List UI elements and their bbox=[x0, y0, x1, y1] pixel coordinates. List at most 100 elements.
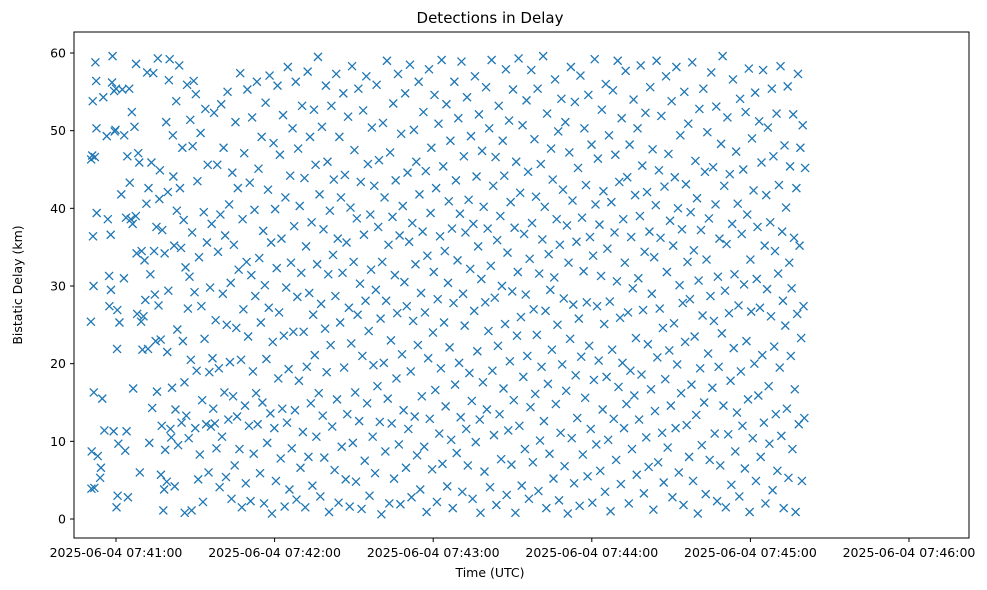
data-point bbox=[259, 499, 269, 508]
data-point bbox=[413, 340, 423, 350]
data-point bbox=[630, 190, 640, 200]
data-point bbox=[780, 140, 789, 150]
data-point bbox=[282, 418, 292, 428]
data-point bbox=[98, 92, 108, 102]
data-point bbox=[573, 163, 583, 173]
data-point bbox=[552, 320, 562, 330]
data-point bbox=[202, 238, 212, 247]
data-point bbox=[184, 433, 194, 443]
data-point bbox=[324, 507, 334, 517]
data-point bbox=[312, 259, 322, 269]
data-point bbox=[444, 196, 454, 206]
data-point bbox=[196, 301, 206, 311]
data-point bbox=[741, 107, 751, 117]
data-point bbox=[432, 497, 442, 507]
data-point bbox=[249, 449, 259, 459]
data-point bbox=[314, 388, 324, 398]
data-point bbox=[780, 321, 790, 331]
data-point bbox=[645, 82, 655, 92]
data-point bbox=[706, 67, 716, 77]
data-point bbox=[273, 373, 283, 383]
data-point bbox=[260, 280, 270, 290]
data-point bbox=[614, 382, 623, 392]
data-point bbox=[552, 214, 562, 224]
data-point bbox=[583, 90, 593, 100]
x-axis: 2025-06-04 07:41:00 2025-06-04 07:42:00 20… bbox=[50, 538, 976, 560]
data-point bbox=[425, 414, 435, 424]
data-point bbox=[291, 77, 301, 87]
data-point bbox=[587, 140, 596, 150]
data-point bbox=[187, 227, 197, 237]
data-point bbox=[156, 470, 166, 480]
data-point bbox=[375, 417, 385, 427]
data-point bbox=[570, 97, 580, 107]
data-point bbox=[134, 158, 144, 167]
data-point bbox=[611, 455, 621, 465]
x-axis-label: Time (UTC) bbox=[454, 565, 524, 580]
data-point bbox=[411, 157, 421, 167]
data-point bbox=[219, 143, 229, 153]
data-point bbox=[418, 107, 428, 117]
data-point bbox=[468, 219, 478, 229]
data-point bbox=[353, 84, 363, 94]
data-point bbox=[163, 286, 173, 296]
data-point bbox=[481, 82, 491, 92]
data-point bbox=[453, 113, 463, 123]
data-point bbox=[346, 203, 355, 213]
data-point bbox=[321, 81, 331, 91]
data-point bbox=[459, 151, 469, 161]
data-point bbox=[497, 281, 507, 291]
data-point bbox=[91, 76, 101, 86]
data-point bbox=[292, 292, 302, 302]
data-point bbox=[428, 328, 438, 338]
data-point bbox=[192, 176, 202, 186]
data-point bbox=[438, 161, 448, 171]
data-point bbox=[499, 171, 509, 181]
data-point bbox=[183, 304, 193, 313]
data-point bbox=[609, 414, 619, 424]
data-point bbox=[694, 276, 704, 286]
data-point bbox=[384, 240, 393, 250]
data-point bbox=[388, 99, 398, 108]
data-point bbox=[683, 257, 692, 267]
data-point bbox=[437, 55, 447, 65]
data-point bbox=[558, 185, 568, 195]
data-point bbox=[430, 385, 440, 395]
data-point bbox=[236, 355, 246, 365]
data-point bbox=[753, 391, 763, 400]
data-point bbox=[365, 210, 375, 220]
data-point bbox=[369, 181, 379, 191]
data-point bbox=[746, 307, 756, 317]
data-point bbox=[799, 301, 808, 311]
data-point bbox=[675, 130, 685, 140]
data-point bbox=[721, 502, 731, 512]
data-point bbox=[271, 476, 281, 486]
data-point bbox=[568, 300, 578, 310]
data-point bbox=[320, 324, 330, 334]
data-point bbox=[286, 258, 296, 268]
data-point bbox=[278, 110, 288, 120]
data-point bbox=[759, 418, 769, 428]
data-point bbox=[604, 130, 614, 140]
data-point bbox=[172, 325, 182, 334]
data-point bbox=[749, 359, 759, 369]
data-point bbox=[112, 305, 122, 315]
data-point bbox=[311, 432, 321, 442]
data-point bbox=[439, 318, 449, 327]
data-point bbox=[725, 169, 735, 179]
data-point bbox=[748, 433, 758, 443]
data-point bbox=[680, 337, 690, 347]
data-point bbox=[738, 165, 748, 174]
data-point bbox=[784, 258, 794, 268]
data-point bbox=[785, 161, 795, 171]
data-point bbox=[155, 165, 165, 175]
data-point bbox=[620, 258, 630, 268]
x-tick-label: 2025-06-04 07:46:00 bbox=[843, 545, 976, 560]
data-point bbox=[162, 347, 172, 357]
data-point bbox=[88, 231, 98, 241]
data-point bbox=[158, 505, 168, 515]
data-point bbox=[713, 272, 723, 282]
data-point bbox=[247, 113, 257, 122]
data-point bbox=[330, 465, 340, 475]
data-point bbox=[491, 500, 501, 510]
